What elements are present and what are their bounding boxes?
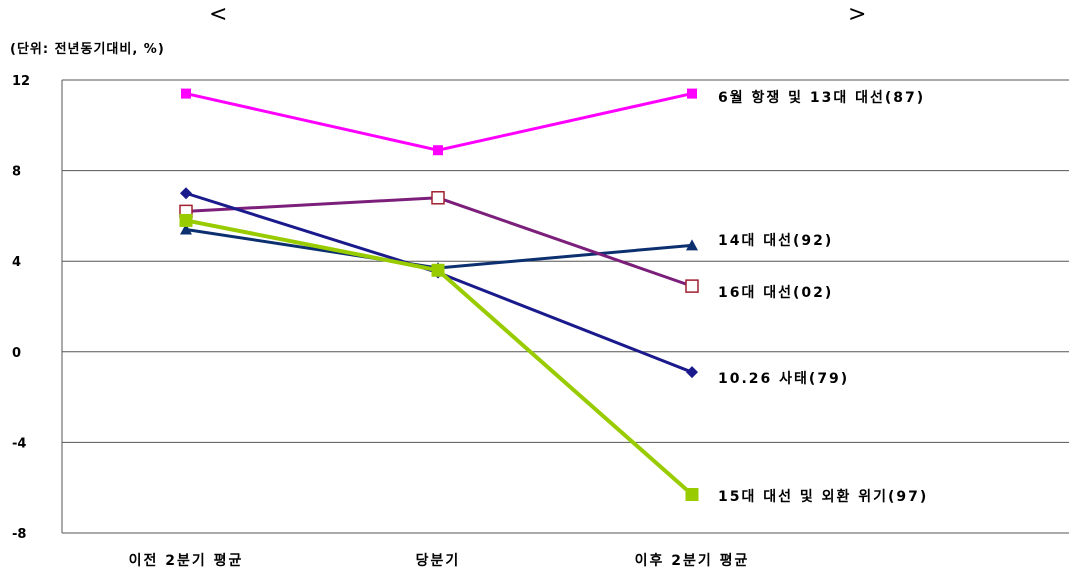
y-tick-label: 4 [12,255,21,270]
unit-label: (단위: 전년동기대비, %) [10,42,165,57]
series-marker [180,187,192,200]
label-layer: 6월 항쟁 및 13대 대선(87) 14대 대선(92) 16대 대선(02) 10… [718,89,928,505]
y-tick-label: 8 [12,165,21,180]
series-layer [179,88,699,501]
chart-title-left: < [209,2,228,27]
series-marker [181,88,191,99]
x-tick-label: 이후 2분기 평균 [635,552,750,569]
series-label: 10.26 사태(79) [718,371,849,387]
y-tick-label: -8 [12,527,26,542]
series-marker [686,366,698,379]
grid-layer [62,79,1069,534]
series-marker [686,239,698,251]
series-marker [431,191,445,205]
y-tick-label: 0 [12,346,21,361]
series-label: 14대 대선(92) [718,233,833,249]
series-marker [685,487,699,501]
series-line [185,191,693,374]
series-marker [179,213,193,227]
axis-layer: 12 8 4 0 -4 -8 이전 2분기 평균 당분기 이후 2분기 평균 [12,74,750,569]
y-tick-label: 12 [12,74,30,89]
series-marker [180,223,192,235]
series-marker [685,279,699,293]
x-tick-label: 당분기 [416,552,461,569]
series-label: 6월 항쟁 및 13대 대선(87) [718,89,925,106]
series-marker [687,88,697,99]
series-label: 16대 대선(02) [718,285,833,301]
series-line [185,92,693,152]
x-tick-label: 이전 2분기 평균 [129,552,244,569]
y-tick-label: -4 [12,436,26,451]
series-marker [433,145,443,156]
chart-title-right: > [848,2,867,27]
series-marker [431,263,445,277]
series-label: 15대 대선 및 외환 위기(97) [718,488,928,505]
